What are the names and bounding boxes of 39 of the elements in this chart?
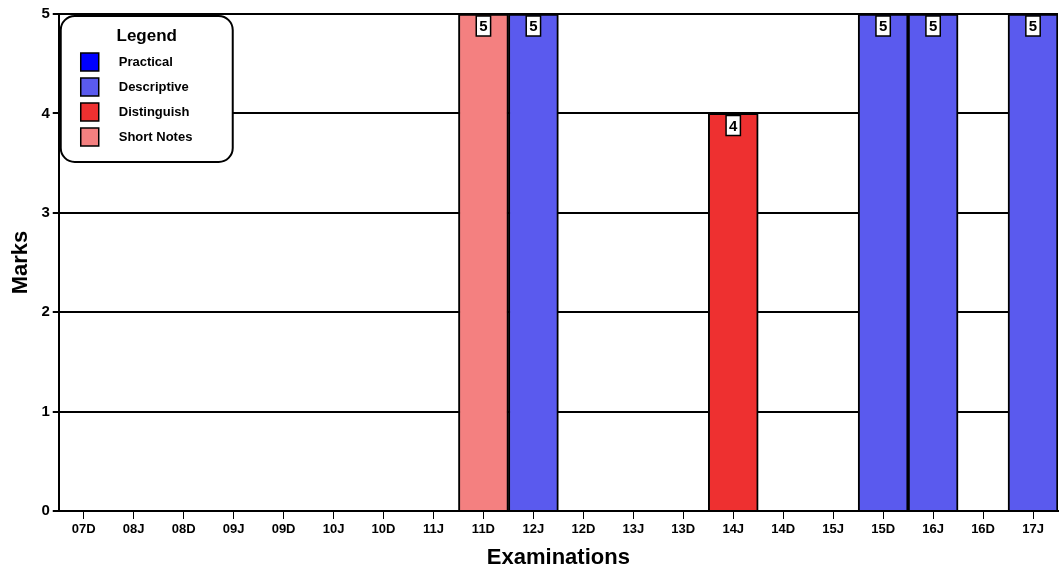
data-label: 5	[479, 17, 488, 35]
y-tick-label: 1	[41, 401, 50, 419]
data-label: 5	[928, 17, 938, 35]
x-tick-label: 15D	[871, 521, 896, 537]
x-tick-label: 16D	[971, 521, 995, 537]
data-label: 5	[529, 17, 538, 35]
y-tick-label: 4	[41, 103, 51, 121]
y-tick-label: 0	[41, 501, 50, 519]
x-tick-label: 08J	[122, 521, 145, 537]
x-tick-label: 11J	[422, 521, 444, 537]
x-tick-label: 17J	[1022, 521, 1044, 537]
y-tick-label: 2	[41, 302, 50, 320]
x-tick-label: 14J	[722, 521, 745, 537]
x-tick-label: 09D	[271, 521, 296, 537]
x-tick-label: 07D	[71, 521, 96, 537]
legend-label: Practical	[118, 53, 173, 69]
x-tick-label: 16J	[922, 521, 944, 537]
y-tick-label: 5	[41, 4, 50, 22]
x-tick-label: 14D	[771, 521, 796, 537]
x-tick-label: 10D	[371, 521, 396, 537]
x-tick-label: 13D	[671, 521, 696, 537]
legend-label: Short Notes	[118, 128, 193, 144]
data-label: 5	[878, 17, 888, 35]
x-tick-label: 11D	[471, 521, 495, 537]
x-tick-label: 08D	[171, 521, 196, 537]
x-tick-label: 13J	[622, 521, 645, 537]
legend-label: Distinguish	[118, 103, 190, 119]
x-tick-label: 15J	[822, 521, 845, 537]
x-tick-label: 12J	[522, 521, 545, 537]
y-axis-title: Marks	[7, 230, 33, 295]
data-label: 5	[1028, 17, 1038, 35]
x-tick-label: 09J	[222, 521, 245, 537]
data-label: 4	[729, 116, 739, 134]
y-tick-label: 3	[41, 202, 50, 220]
legend-label: Descriptive	[118, 78, 189, 94]
x-tick-label: 10J	[322, 521, 345, 537]
x-axis-title: Examinations	[486, 543, 630, 569]
legend-title: Legend	[116, 25, 177, 45]
x-tick-label: 12D	[571, 521, 596, 537]
